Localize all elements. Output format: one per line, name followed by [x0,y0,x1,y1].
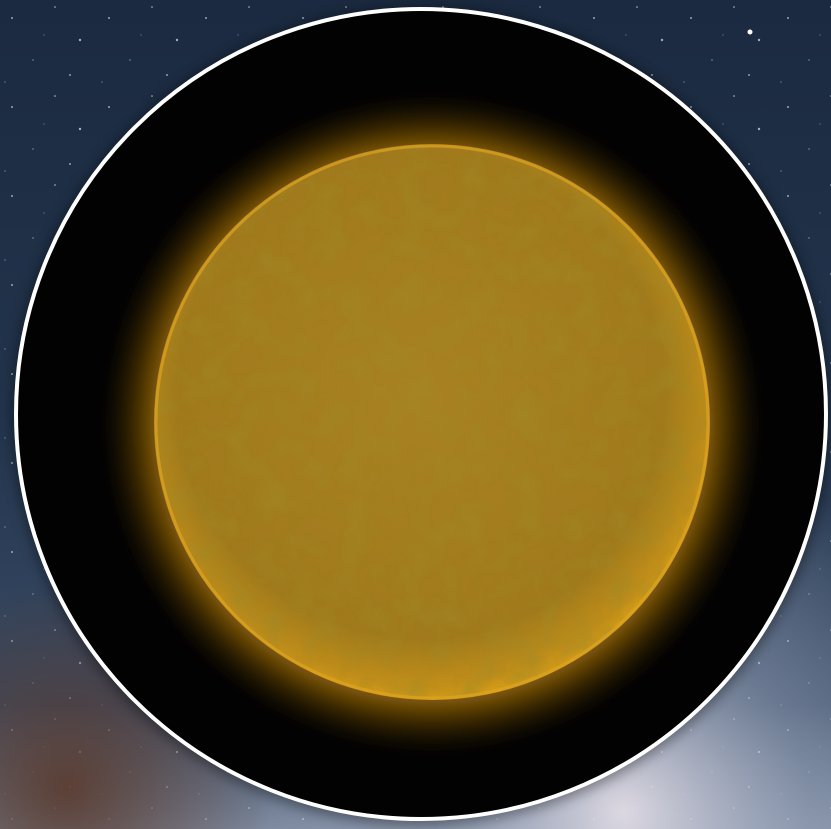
sun-texture [154,144,710,700]
sun-limb [154,144,710,700]
bright-star [747,29,753,35]
